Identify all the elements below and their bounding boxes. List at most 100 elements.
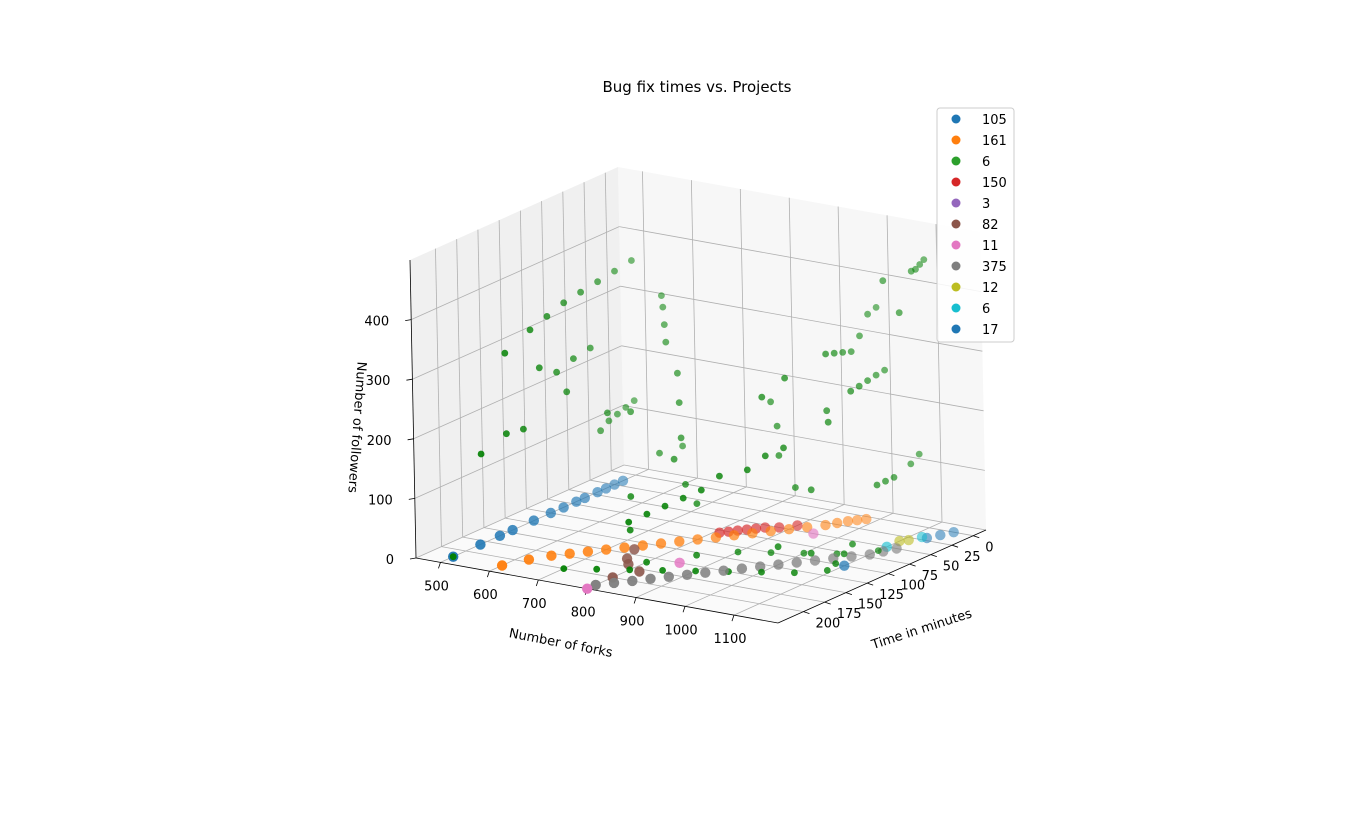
- z-tick-label: 200: [367, 434, 392, 449]
- data-point-series-2: [855, 382, 863, 390]
- y-tick-label: 0: [985, 541, 993, 556]
- z-axis-label: Number of followers: [344, 361, 368, 493]
- data-point-series-2: [856, 332, 863, 340]
- data-point-series-2: [661, 502, 669, 510]
- data-point-series-2: [847, 348, 855, 355]
- data-point-series-2: [643, 510, 651, 518]
- legend-marker: [951, 114, 961, 124]
- x-tick-label: 900: [620, 615, 645, 630]
- data-point-series-2: [873, 481, 881, 489]
- y-tick-label: 75: [922, 569, 939, 584]
- data-point-series-2: [823, 567, 831, 574]
- data-point-series-6: [582, 583, 593, 594]
- data-point-series-2: [677, 434, 685, 442]
- data-point-series-2: [824, 418, 832, 426]
- data-point-series-2: [874, 547, 882, 554]
- data-point-series-2: [774, 543, 782, 551]
- legend-label: 82: [982, 218, 999, 233]
- data-point-series-2: [643, 558, 650, 566]
- data-point-series-1: [710, 532, 722, 543]
- data-point-series-8: [903, 534, 914, 546]
- data-point-series-7: [791, 557, 802, 568]
- data-point-series-2: [864, 377, 871, 384]
- grid-lines: [411, 171, 987, 616]
- y-tick-label: 175: [837, 607, 862, 622]
- x-tick-label: 500: [424, 579, 449, 594]
- data-point-series-7: [700, 567, 711, 578]
- data-point-series-2: [503, 430, 510, 438]
- data-point-series-2: [605, 417, 613, 425]
- data-point-series-2: [775, 452, 783, 459]
- data-point-series-2: [679, 494, 687, 502]
- y-axis-label: Time in minutes: [869, 606, 974, 653]
- data-point-series-2: [780, 444, 787, 452]
- data-point-series-2: [560, 565, 568, 572]
- data-point-series-2: [660, 321, 668, 328]
- data-point-series-2: [553, 368, 560, 376]
- data-point-series-2: [674, 369, 681, 377]
- data-point-series-2: [526, 326, 534, 334]
- data-point-series-2: [586, 344, 594, 352]
- data-point-series-2: [716, 472, 723, 480]
- data-point-series-10: [839, 560, 850, 571]
- legend-label: 161: [982, 134, 1007, 149]
- data-point-series-2: [840, 550, 848, 558]
- data-point-series-2: [626, 566, 634, 574]
- data-point-series-1: [783, 524, 795, 535]
- data-point-series-7: [627, 575, 638, 587]
- data-point-series-0: [609, 479, 620, 490]
- data-point-series-2: [800, 549, 808, 557]
- data-point-series-3: [774, 522, 785, 533]
- data-point-series-7: [681, 569, 693, 580]
- data-point-series-1: [692, 534, 703, 545]
- data-point-series-2: [697, 486, 705, 494]
- data-point-series-0: [545, 507, 556, 519]
- x-tick-label: 1100: [713, 632, 746, 647]
- data-point-series-3: [792, 520, 803, 531]
- data-point-series-1: [546, 550, 557, 561]
- data-point-series-0: [507, 524, 518, 536]
- data-point-series-2: [761, 452, 769, 460]
- data-point-series-2: [692, 567, 699, 575]
- data-point-series-2: [792, 484, 799, 491]
- data-point-series-2: [626, 526, 634, 534]
- legend-label: 17: [982, 323, 999, 338]
- chart-title: Bug fix times vs. Projects: [602, 78, 791, 96]
- data-point-series-2: [675, 399, 683, 406]
- data-point-series-2: [658, 292, 665, 299]
- legend-marker: [951, 135, 961, 145]
- data-point-series-2: [847, 387, 855, 395]
- data-point-series-2: [823, 407, 831, 415]
- data-point-series-1: [619, 542, 630, 553]
- data-point-series-2: [907, 460, 915, 468]
- z-tick-label: 100: [368, 493, 393, 508]
- data-point-series-1: [655, 538, 667, 549]
- data-point-series-2: [743, 466, 751, 474]
- data-point-series-2: [630, 397, 638, 404]
- x-tick-label: 1000: [665, 623, 698, 638]
- legend-marker: [951, 303, 961, 313]
- data-point-series-1: [582, 546, 594, 557]
- data-point-series-1: [674, 536, 685, 547]
- x-tick-label: 600: [473, 588, 498, 603]
- data-point-series-2: [611, 267, 618, 275]
- legend-marker: [951, 219, 961, 229]
- data-point-series-2: [830, 349, 838, 357]
- data-point-series-1: [861, 513, 872, 525]
- data-point-series-2: [881, 366, 888, 374]
- legend-marker: [951, 156, 961, 166]
- data-point-series-2: [570, 355, 577, 362]
- data-point-series-7: [663, 571, 674, 582]
- y-tick-label: 50: [943, 560, 960, 575]
- data-point-series-2: [449, 553, 457, 561]
- data-point-series-1: [747, 528, 758, 539]
- data-point-series-2: [670, 455, 678, 463]
- y-tick-label: 125: [879, 588, 904, 603]
- legend-marker: [951, 282, 961, 292]
- data-point-series-1: [765, 526, 776, 537]
- data-point-series-2: [535, 364, 543, 372]
- data-point-series-7: [773, 559, 784, 570]
- data-point-series-7: [809, 555, 821, 566]
- y-tick-label: 200: [816, 617, 841, 632]
